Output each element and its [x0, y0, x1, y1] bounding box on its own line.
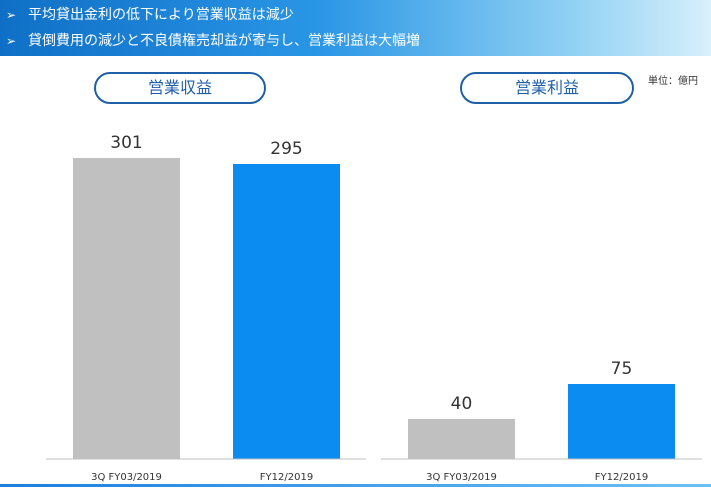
chart-title-operating-profit: 営業利益: [460, 72, 634, 104]
bullet-text: 平均貸出金利の低下により営業収益は減少: [28, 7, 294, 23]
chart-title-operating-revenue: 営業収益: [94, 72, 266, 104]
data-label: 40: [451, 394, 473, 414]
data-label: 75: [611, 359, 633, 379]
bar: [568, 384, 675, 459]
data-label: 295: [270, 139, 302, 159]
bullet-item: ➢ 貸倒費用の減少と不良債権売却益が寄与し、営業利益は大幅増: [6, 29, 420, 53]
tick-label: 3Q FY03/2019: [91, 472, 162, 483]
header-banner: ➢ 平均貸出金利の低下により営業収益は減少 ➢ 貸倒費用の減少と不良債権売却益が寄与…: [0, 0, 711, 56]
bullet-item: ➢ 平均貸出金利の低下により営業収益は減少: [6, 3, 294, 27]
tick-label: FY12/2019: [595, 472, 648, 483]
bar: [408, 419, 515, 459]
bottom-divider: [0, 484, 711, 487]
data-label: 301: [110, 133, 142, 153]
bar: [233, 164, 340, 459]
bullet-text: 貸倒費用の減少と不良債権売却益が寄与し、営業利益は大幅増: [28, 33, 420, 49]
arrow-bullet-icon: ➢: [6, 8, 17, 22]
unit-label: 単位：億円: [648, 76, 698, 87]
tick-label: 3Q FY03/2019: [426, 472, 497, 483]
arrow-bullet-icon: ➢: [6, 34, 17, 48]
tick-label: FY12/2019: [260, 472, 313, 483]
bar: [73, 158, 180, 459]
